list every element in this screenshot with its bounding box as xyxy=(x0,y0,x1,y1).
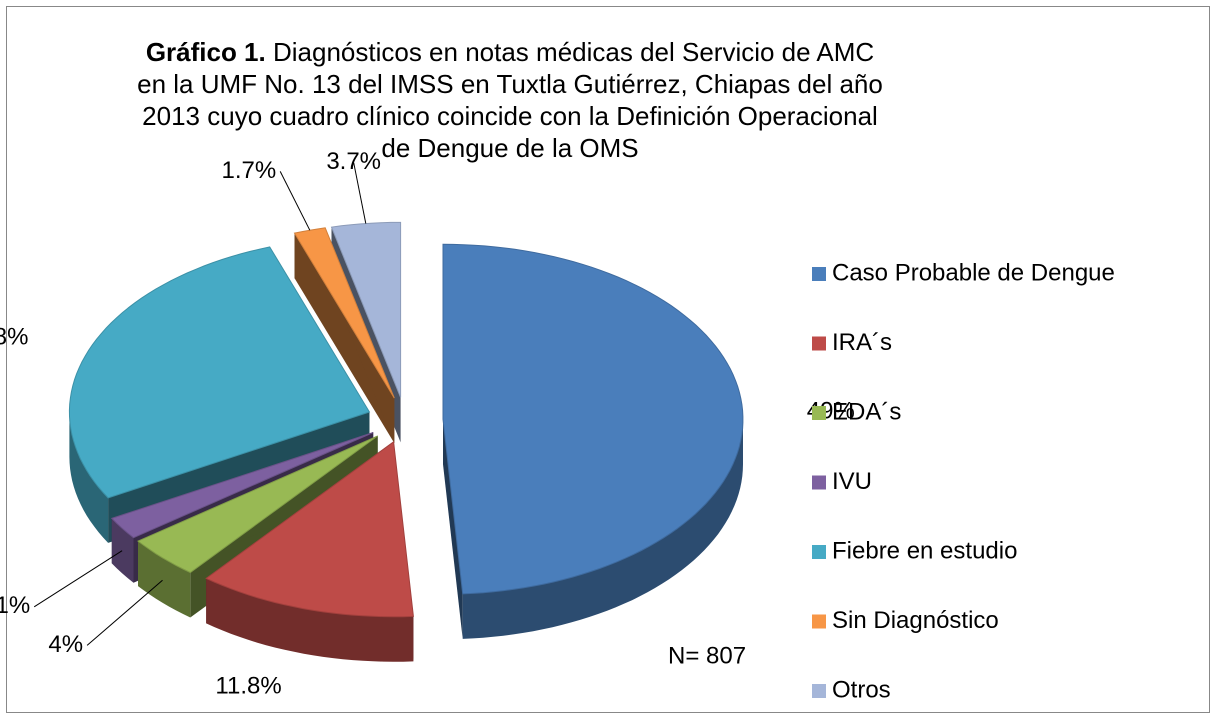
legend-label: Otros xyxy=(832,676,891,703)
data-label: 1.7% xyxy=(221,157,276,184)
slice xyxy=(110,432,374,539)
data-label: 11.8% xyxy=(215,672,281,699)
slice xyxy=(442,243,744,595)
data-label: 2.1% xyxy=(0,592,30,619)
legend-label: Caso Probable de Dengue xyxy=(832,259,1115,286)
slice-group xyxy=(205,440,414,662)
slice-wall xyxy=(69,412,109,543)
slice-wall xyxy=(206,578,414,662)
legend-label: IRA´s xyxy=(832,329,892,356)
legend-swatch xyxy=(812,475,826,490)
slice-wall xyxy=(111,518,134,583)
data-label: 4% xyxy=(48,631,83,658)
title-text: Diagnósticos en notas médicas del Servic… xyxy=(137,37,883,163)
legend-swatch xyxy=(812,406,826,420)
legend-label: IVU xyxy=(832,468,872,495)
data-label: 3.7% xyxy=(326,148,381,175)
leader-line xyxy=(279,171,311,231)
slice xyxy=(330,221,402,398)
legend-swatch xyxy=(812,545,826,559)
legend-label: Fiebre en estudio xyxy=(832,537,1017,564)
leader-line xyxy=(86,579,163,646)
leader-line xyxy=(33,550,123,608)
legend-label: EDA´s xyxy=(832,398,901,425)
slice-wall xyxy=(462,419,743,639)
leader-line xyxy=(353,162,367,224)
slice xyxy=(137,435,378,574)
slice-wall xyxy=(138,541,191,618)
slice xyxy=(68,246,371,499)
slice-group xyxy=(293,227,395,444)
slice-side xyxy=(443,419,463,639)
data-label: 27.8% xyxy=(0,323,28,350)
legend-swatch xyxy=(812,267,826,281)
chart-frame xyxy=(6,6,1210,713)
title-bold: Gráfico 1. xyxy=(145,37,266,67)
legend-swatch xyxy=(812,336,826,351)
legend-label: Sin Diagnóstico xyxy=(832,607,999,634)
chart-title: Gráfico 1. Diagnósticos en notas médicas… xyxy=(130,36,890,164)
slice xyxy=(205,440,414,618)
annotation: N= 807 xyxy=(668,642,746,669)
legend-swatch xyxy=(812,684,826,698)
legend-swatch xyxy=(812,614,826,629)
slice-group xyxy=(442,243,744,639)
slice-side xyxy=(294,233,395,444)
